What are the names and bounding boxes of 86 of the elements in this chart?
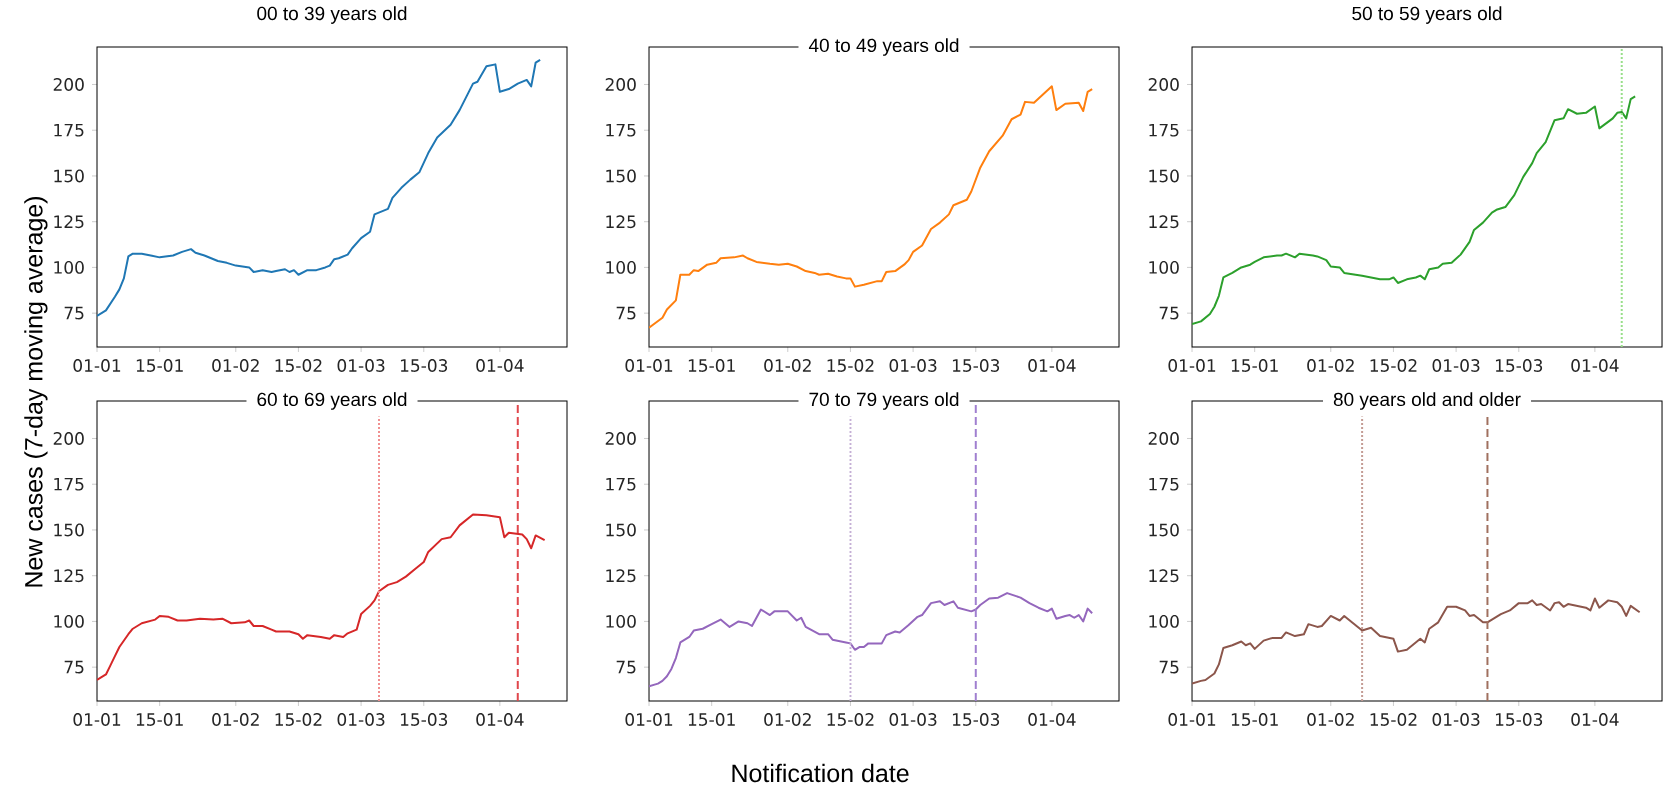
x-tick-label: 15-02 xyxy=(827,713,874,726)
y-tick-label: 200 xyxy=(53,78,84,91)
chart-title: 80 years old and older xyxy=(1333,392,1521,410)
y-tick-label: 100 xyxy=(54,615,84,628)
x-tick-label: 01-04 xyxy=(476,359,524,372)
y-tick-label: 125 xyxy=(606,215,636,229)
x-tick-label: 15-03 xyxy=(400,359,448,372)
x-tick-label: 01-02 xyxy=(212,713,259,726)
y-tick-label: 175 xyxy=(1149,123,1179,137)
x-tick-label: 15-02 xyxy=(275,713,322,726)
x-tick-label: 01-01 xyxy=(1168,713,1216,726)
y-tick-label: 125 xyxy=(54,569,84,583)
y-tick-label: 100 xyxy=(1149,615,1179,628)
x-tick-label: 15-03 xyxy=(952,713,1000,726)
chart-title: 00 to 39 years old xyxy=(257,6,407,24)
x-tick-label: 01-03 xyxy=(337,359,385,372)
x-tick-label: 01-03 xyxy=(889,359,937,372)
x-tick-label: 01-03 xyxy=(1432,713,1480,726)
y-tick-label: 150 xyxy=(606,169,636,183)
y-tick-label: 200 xyxy=(605,78,636,91)
y-tick-label: 150 xyxy=(606,523,636,537)
y-tick-label: 175 xyxy=(606,123,636,137)
y-tick-label: 75 xyxy=(1159,660,1179,674)
y-tick-label: 175 xyxy=(54,123,84,137)
x-tick-label: 15-03 xyxy=(1495,713,1543,726)
y-tick-label: 150 xyxy=(1149,169,1179,183)
y-tick-label: 125 xyxy=(1149,569,1179,583)
y-tick-label: 75 xyxy=(64,306,84,320)
x-tick-label: 01-02 xyxy=(764,713,811,726)
y-axis-title: New cases (7-day moving average) xyxy=(24,197,48,587)
x-axis-title: Notification date xyxy=(732,763,909,783)
y-tick-label: 200 xyxy=(53,432,84,445)
x-tick-label: 01-04 xyxy=(1571,713,1619,726)
x-tick-label: 15-02 xyxy=(1370,713,1417,726)
x-tick-label: 15-01 xyxy=(136,713,183,726)
x-tick-label: 15-03 xyxy=(1495,359,1543,372)
y-tick-label: 125 xyxy=(54,215,84,229)
y-tick-label: 150 xyxy=(54,523,84,537)
y-tick-label: 200 xyxy=(1148,432,1179,445)
x-tick-label: 15-01 xyxy=(688,713,735,726)
y-tick-label: 75 xyxy=(64,660,84,674)
y-tick-label: 75 xyxy=(616,306,636,320)
x-tick-label: 15-01 xyxy=(136,359,183,372)
y-tick-label: 150 xyxy=(54,169,84,183)
y-tick-label: 200 xyxy=(1148,78,1179,91)
y-tick-label: 75 xyxy=(1159,306,1179,320)
x-tick-label: 01-04 xyxy=(1028,713,1076,726)
x-tick-label: 01-01 xyxy=(1168,359,1216,372)
x-tick-label: 15-03 xyxy=(952,359,1000,372)
y-tick-label: 175 xyxy=(54,477,84,491)
y-tick-label: 100 xyxy=(606,615,636,628)
x-tick-label: 01-04 xyxy=(1028,359,1076,372)
y-tick-label: 100 xyxy=(54,261,84,274)
y-tick-label: 125 xyxy=(1149,215,1179,229)
chart-title: 40 to 49 years old xyxy=(808,38,959,56)
x-tick-label: 15-02 xyxy=(827,359,874,372)
y-tick-label: 100 xyxy=(1149,261,1179,274)
x-tick-label: 01-03 xyxy=(1432,359,1480,372)
x-tick-label: 01-04 xyxy=(1571,359,1619,372)
chart-title: 70 to 79 years old xyxy=(809,392,959,410)
x-tick-label: 15-02 xyxy=(275,359,322,372)
x-tick-label: 01-02 xyxy=(1307,359,1354,372)
chart-title: 50 to 59 years old xyxy=(1352,6,1502,24)
y-tick-label: 125 xyxy=(606,569,636,583)
y-tick-label: 75 xyxy=(616,660,636,674)
x-tick-label: 01-01 xyxy=(73,359,121,372)
y-tick-label: 150 xyxy=(1149,523,1179,537)
chart-title: 60 to 69 years old xyxy=(257,392,407,410)
y-tick-label: 200 xyxy=(605,432,636,445)
x-tick-label: 01-01 xyxy=(73,713,121,726)
x-tick-label: 01-01 xyxy=(625,713,673,726)
x-tick-label: 01-03 xyxy=(889,713,937,726)
x-tick-label: 15-03 xyxy=(400,713,448,726)
x-tick-label: 01-02 xyxy=(212,359,259,372)
x-tick-label: 15-02 xyxy=(1370,359,1417,372)
y-tick-label: 175 xyxy=(606,477,636,491)
y-tick-label: 175 xyxy=(1149,477,1179,491)
x-tick-label: 01-02 xyxy=(1307,713,1354,726)
y-tick-label: 100 xyxy=(606,261,636,274)
x-tick-label: 15-01 xyxy=(1231,359,1278,372)
x-tick-label: 15-01 xyxy=(688,359,735,372)
x-tick-label: 01-03 xyxy=(337,713,385,726)
x-tick-label: 15-01 xyxy=(1231,713,1278,726)
x-tick-label: 01-01 xyxy=(625,359,673,372)
x-tick-label: 01-02 xyxy=(764,359,811,372)
x-tick-label: 01-04 xyxy=(476,713,524,726)
